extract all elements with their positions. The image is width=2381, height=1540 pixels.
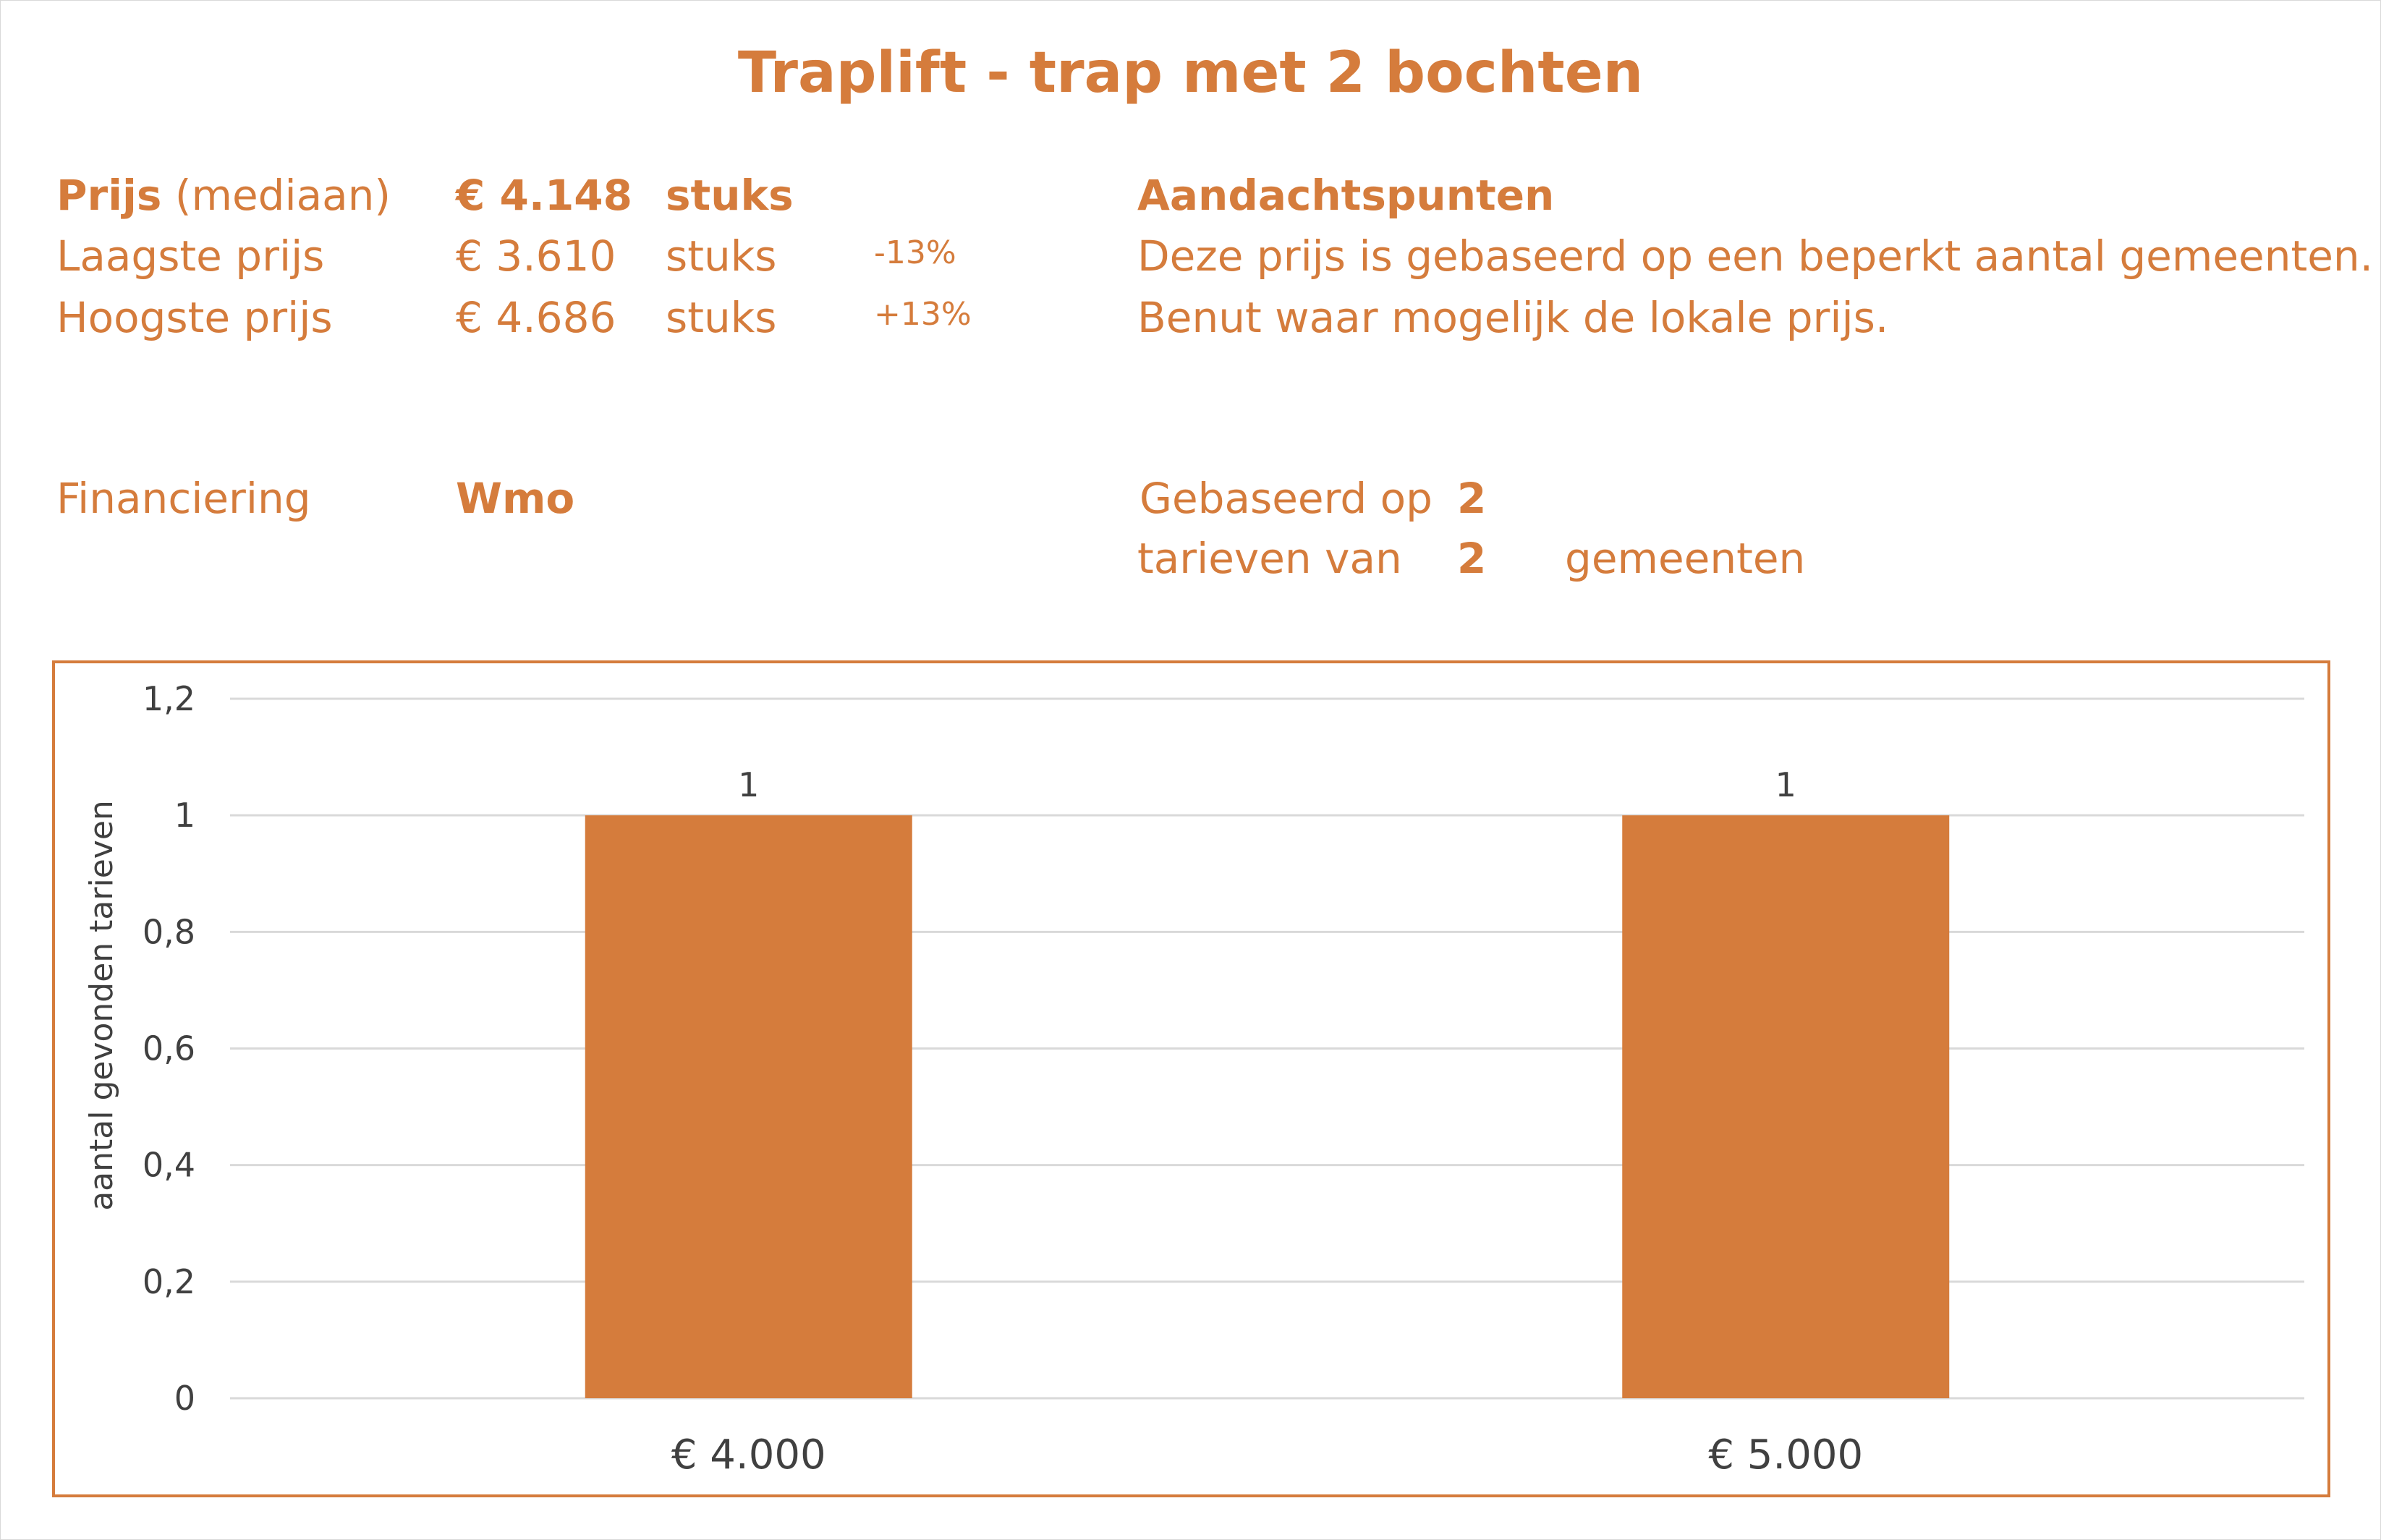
bar — [585, 815, 912, 1398]
median-price-unit: stuks — [666, 171, 794, 220]
y-tick-label: 1,2 — [143, 679, 195, 718]
chart-frame — [52, 660, 2330, 1497]
y-tick-label: 0,2 — [143, 1262, 195, 1301]
y-tick-label: 0,6 — [143, 1029, 195, 1068]
bars — [585, 815, 1950, 1398]
highest-price-label: Hoogste prijs — [56, 293, 333, 342]
municipalities-count: 2 — [1457, 534, 1487, 583]
page-title: Traplift - trap met 2 bochten — [737, 41, 1644, 106]
labels: 0 0,2 0,4 0,6 0,8 1 1,2 1 € 4.000 1 € 5.000 — [143, 679, 1863, 1479]
median-price-value: € 4.148 — [456, 171, 633, 220]
attention-line-1: Deze prijs is gebaseerd op een beperkt a… — [1137, 231, 2374, 281]
financing-label: Financiering — [56, 474, 311, 523]
y-tick-label: 0,4 — [143, 1146, 195, 1185]
lowest-price-label: Laagste prijs — [56, 231, 325, 281]
lowest-price-value: € 3.610 — [456, 231, 616, 281]
rates-from-label: tarieven van — [1137, 534, 1402, 583]
median-price-label: Prijs (mediaan) — [56, 174, 391, 216]
municipalities-label: gemeenten — [1565, 534, 1806, 583]
grid-lines — [230, 697, 2304, 1400]
y-tick-label: 0,8 — [143, 912, 195, 951]
highest-price-unit: stuks — [666, 293, 777, 342]
financing-value: Wmo — [456, 474, 575, 523]
y-axis-title: aantal gevonden tarieven — [83, 800, 120, 1211]
lowest-price-unit: stuks — [666, 231, 777, 281]
x-category-label: € 5.000 — [1708, 1431, 1863, 1479]
y-tick-label: 0 — [174, 1379, 195, 1418]
highest-price-pct: +13% — [874, 296, 972, 333]
bar-data-label: 1 — [1775, 765, 1796, 804]
bar — [1622, 815, 1950, 1398]
based-on-rates-count: 2 — [1457, 474, 1487, 523]
based-on-label: Gebaseerd op — [1139, 474, 1433, 523]
median-label-bold: Prijs — [56, 171, 162, 220]
highest-price-value: € 4.686 — [456, 293, 616, 342]
x-category-label: € 4.000 — [671, 1431, 826, 1479]
bar-data-label: 1 — [738, 765, 759, 804]
attention-heading: Aandachtspunten — [1137, 171, 1555, 220]
y-tick-label: 1 — [174, 796, 195, 835]
attention-line-2: Benut waar mogelijk de lokale prijs. — [1137, 293, 1889, 342]
lowest-price-pct: -13% — [874, 234, 956, 271]
median-label-rest: (mediaan) — [161, 171, 391, 220]
